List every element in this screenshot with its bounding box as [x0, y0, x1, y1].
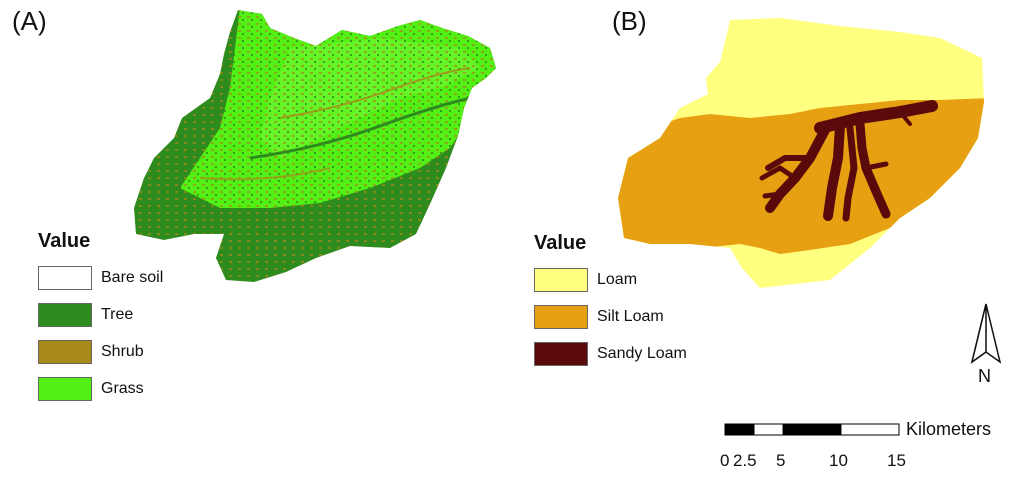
panel-a-label: (A) — [12, 6, 47, 36]
legend-label: Silt Loam — [597, 307, 664, 325]
panel-b-label: (B) — [612, 6, 647, 36]
legend-label: Loam — [597, 270, 638, 288]
legend-item-bare-soil: Bare soil — [38, 259, 163, 296]
legend-label: Bare soil — [101, 268, 164, 286]
land-cover-raster — [134, 10, 496, 282]
legend-item-shrub: Shrub — [38, 333, 163, 370]
legend-swatch — [38, 265, 92, 290]
scale-tick-label: 0 — [720, 451, 730, 470]
scale-tick-label: 5 — [776, 451, 786, 470]
legend-item-silt-loam: Silt Loam — [534, 298, 687, 335]
legend-label: Sandy Loam — [597, 344, 687, 362]
land-cover-map — [134, 10, 496, 282]
legend-label: Tree — [101, 305, 134, 323]
scale-tick-label: 2.5 — [733, 451, 757, 470]
legend-swatch — [534, 304, 588, 329]
land-cover-legend: Value Bare soil Tree Shrub Grass — [38, 230, 163, 407]
legend-item-loam: Loam — [534, 261, 687, 298]
north-arrow-icon — [970, 303, 1002, 364]
scale-tick-label: 15 — [887, 451, 906, 470]
legend-label: Grass — [101, 379, 144, 397]
soil-texture-map — [618, 18, 984, 288]
soil-legend: Value Loam Silt Loam Sandy Loam — [534, 232, 687, 372]
legend-swatch — [38, 302, 92, 327]
legend-swatch — [38, 376, 92, 401]
legend-item-tree: Tree — [38, 296, 163, 333]
scale-bar: Kilometers 0 2.5 5 10 15 — [720, 419, 1024, 470]
scale-bar-graphic — [724, 423, 900, 436]
legend-title: Value — [534, 232, 587, 254]
legend-title: Value — [38, 230, 91, 252]
legend-swatch — [534, 267, 588, 292]
legend-item-grass: Grass — [38, 370, 163, 407]
legend-swatch — [38, 339, 92, 364]
legend-swatch — [534, 341, 588, 366]
sandy-loam-channels — [759, 100, 938, 222]
legend-item-sandy-loam: Sandy Loam — [534, 335, 687, 372]
north-label: N — [978, 366, 991, 386]
scale-tick-label: 10 — [829, 451, 848, 470]
legend-label: Shrub — [101, 342, 144, 360]
scale-units-label: Kilometers — [906, 419, 992, 439]
